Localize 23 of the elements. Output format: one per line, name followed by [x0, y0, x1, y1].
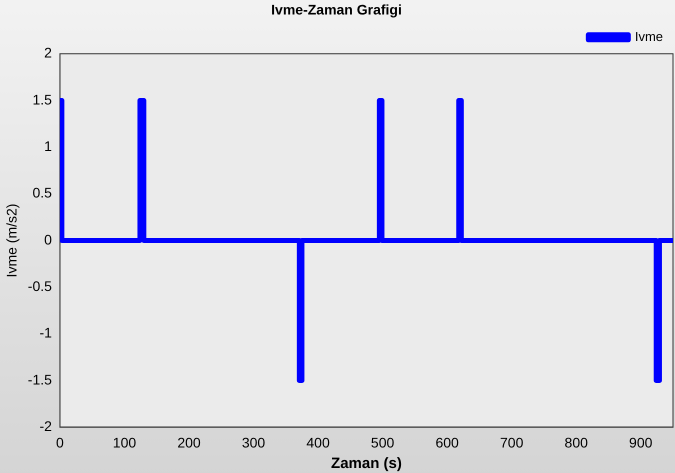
y-axis-title: Ivme (m/s2) [3, 204, 20, 278]
y-tick-label: -2 [39, 418, 52, 434]
y-tick-label: 1.5 [32, 91, 52, 108]
y-tick-label: 2 [44, 44, 52, 61]
y-tick-label: 0 [44, 231, 52, 248]
x-tick-label: 800 [564, 434, 588, 450]
y-tick-label: -0.5 [28, 278, 52, 294]
x-axis-title: Zaman (s) [331, 455, 402, 472]
y-tick-label: 0.5 [32, 184, 52, 201]
chart-title: Ivme-Zaman Grafigi [271, 1, 402, 18]
y-tick-label: -1 [39, 324, 52, 341]
x-tick-label: 100 [112, 434, 136, 450]
x-tick-label: 900 [629, 434, 653, 450]
x-tick-label: 0 [56, 434, 64, 450]
x-tick-label: 200 [177, 434, 201, 450]
x-tick-label: 600 [435, 434, 460, 450]
y-tick-label: 1 [44, 138, 52, 154]
x-tick-label: 300 [242, 434, 266, 450]
y-tick-label: -1.5 [28, 371, 52, 388]
legend-label: Ivme [634, 28, 663, 44]
x-tick-label: 500 [370, 434, 394, 450]
x-tick-label: 700 [500, 434, 524, 450]
x-tick-label: 400 [306, 434, 330, 450]
